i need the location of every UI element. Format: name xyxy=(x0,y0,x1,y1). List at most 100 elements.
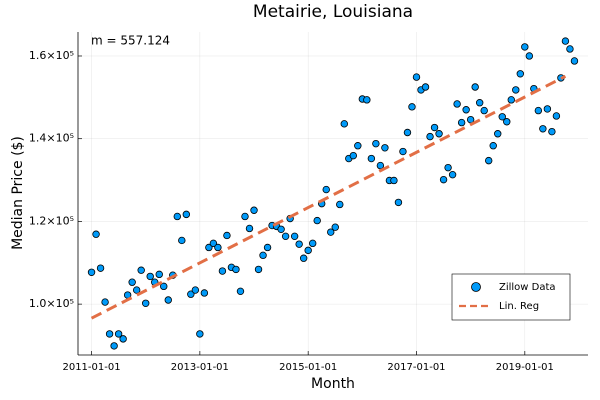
x-axis-label: Month xyxy=(311,376,355,392)
point xyxy=(214,243,222,252)
point xyxy=(372,139,380,148)
point xyxy=(160,282,168,291)
point xyxy=(263,243,272,252)
point xyxy=(381,144,389,152)
point xyxy=(480,106,488,115)
point xyxy=(430,123,439,132)
point xyxy=(137,266,145,274)
point xyxy=(354,142,362,150)
legend-label: Zillow Data xyxy=(499,282,556,293)
y-tick-label: 1.0×10⁵ xyxy=(29,297,74,310)
point xyxy=(304,246,312,255)
point xyxy=(223,231,231,240)
point xyxy=(128,278,136,286)
point xyxy=(521,43,529,51)
regression-line xyxy=(90,74,567,320)
point xyxy=(241,212,249,221)
point xyxy=(475,99,484,107)
point xyxy=(349,151,358,160)
point xyxy=(146,272,154,281)
point xyxy=(512,86,520,94)
legend-box xyxy=(451,273,571,321)
point xyxy=(399,147,407,156)
legend-label: Lin. Reg xyxy=(499,301,539,312)
y-tick-label: 1.6×10⁵ xyxy=(29,49,74,62)
chart-title: Metairie, Louisiana xyxy=(253,2,413,22)
point xyxy=(543,105,552,113)
point xyxy=(259,251,267,260)
point xyxy=(340,120,348,128)
point xyxy=(155,270,163,279)
point xyxy=(570,57,579,65)
point xyxy=(444,163,452,172)
point xyxy=(403,128,412,137)
point xyxy=(439,175,448,184)
point xyxy=(141,299,150,308)
point xyxy=(245,224,254,233)
point xyxy=(281,232,290,241)
point xyxy=(114,330,123,338)
annotation: m = 557.124 xyxy=(91,34,170,48)
point xyxy=(548,127,556,136)
point xyxy=(254,265,263,274)
point xyxy=(336,200,344,209)
point xyxy=(561,37,570,45)
point xyxy=(408,103,416,111)
point xyxy=(299,254,308,262)
point xyxy=(101,298,109,306)
x-tick-label: 2019-01-01 xyxy=(496,362,554,373)
point xyxy=(489,142,497,150)
point xyxy=(516,70,525,78)
x-tick-label: 2017-01-01 xyxy=(387,362,445,373)
point xyxy=(412,73,421,81)
point xyxy=(105,330,114,338)
point xyxy=(87,268,96,276)
point xyxy=(390,176,398,185)
point xyxy=(200,289,209,297)
point xyxy=(457,118,466,127)
point xyxy=(173,212,181,221)
point xyxy=(566,45,574,53)
point xyxy=(308,239,317,248)
point xyxy=(250,206,258,214)
point xyxy=(539,125,547,133)
point xyxy=(485,156,493,165)
point xyxy=(462,106,470,114)
point xyxy=(471,83,479,91)
point xyxy=(277,225,285,233)
point xyxy=(498,113,506,121)
legend-marker xyxy=(471,282,481,292)
point xyxy=(96,264,105,272)
point xyxy=(182,210,191,219)
x-tick-label: 2013-01-01 xyxy=(171,362,229,373)
point xyxy=(435,130,443,138)
point xyxy=(448,170,457,179)
point xyxy=(290,232,299,241)
point xyxy=(421,83,430,91)
point xyxy=(187,290,195,298)
point xyxy=(367,154,376,163)
point xyxy=(313,216,321,225)
point xyxy=(394,198,403,207)
point xyxy=(236,287,245,296)
point xyxy=(191,286,200,294)
point xyxy=(196,330,204,338)
point xyxy=(132,286,141,294)
point xyxy=(119,335,127,343)
y-tick-label: 1.2×10⁵ xyxy=(29,214,74,227)
y-axis-label: Median Price ($) xyxy=(10,136,26,250)
point xyxy=(327,228,335,236)
point xyxy=(453,100,461,108)
point xyxy=(295,240,303,248)
x-tick-label: 2015-01-01 xyxy=(279,362,337,373)
point xyxy=(322,185,330,194)
point xyxy=(92,230,100,238)
point xyxy=(363,96,371,104)
point xyxy=(331,223,339,231)
point xyxy=(209,239,218,248)
point xyxy=(110,342,118,350)
point xyxy=(525,52,534,60)
point xyxy=(552,112,561,120)
